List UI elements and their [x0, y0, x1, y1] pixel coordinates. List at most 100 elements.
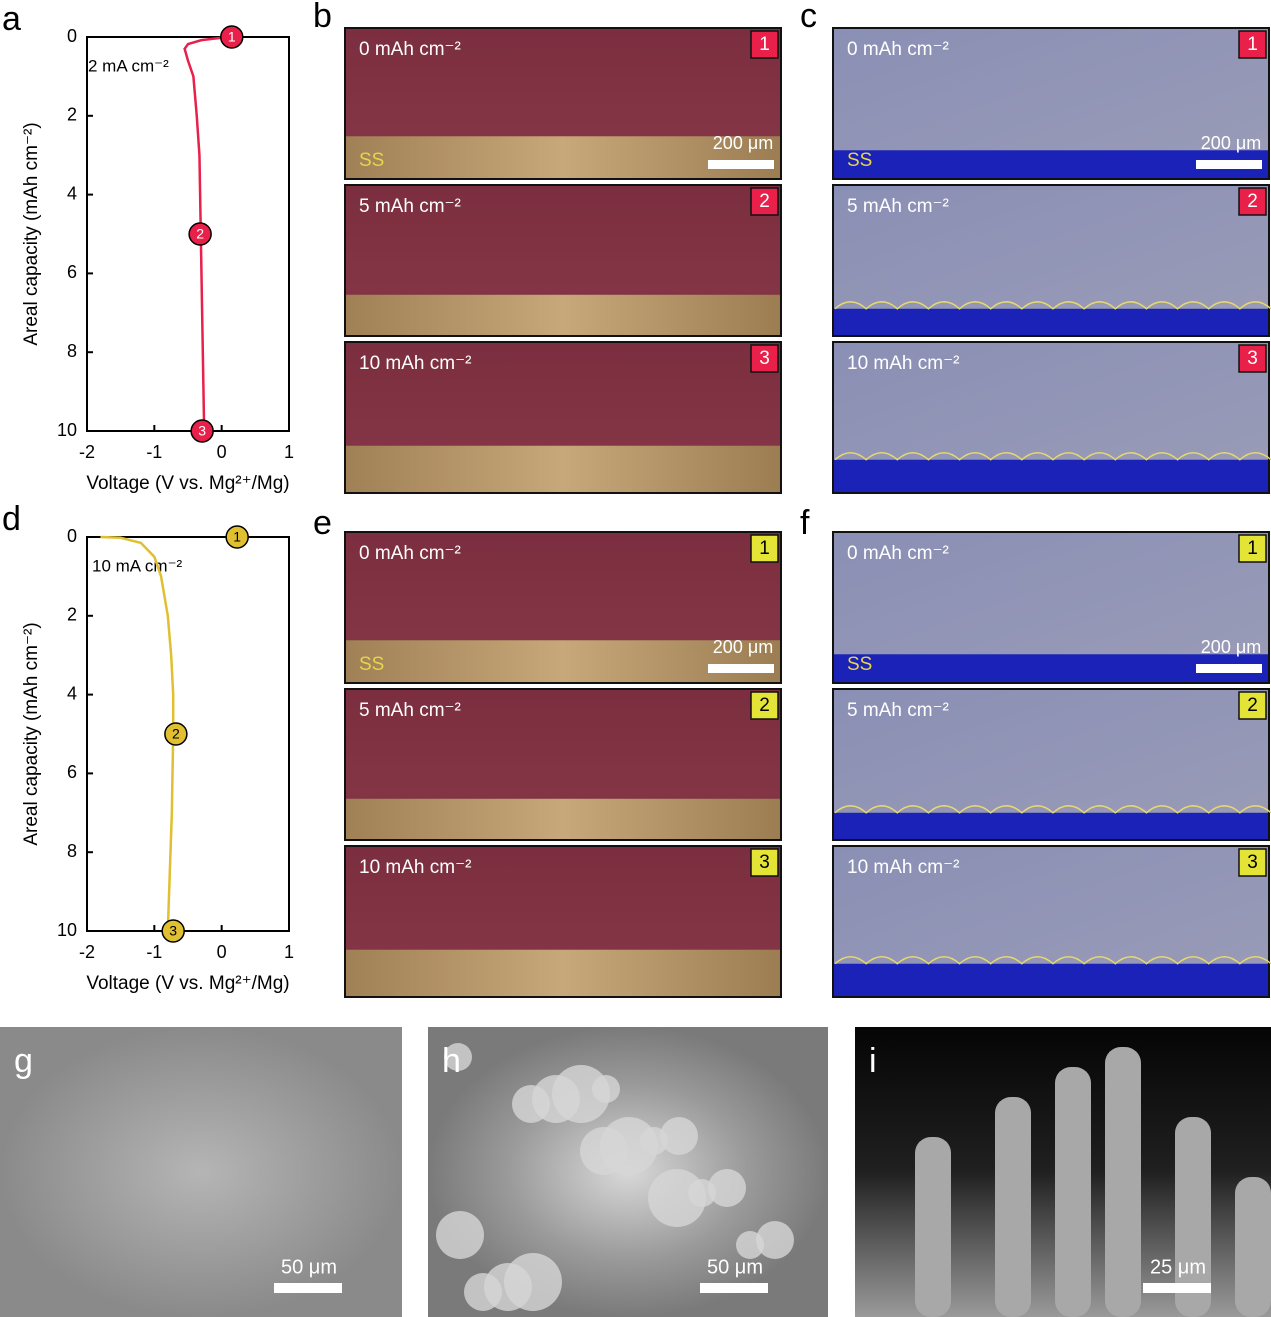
- frame-caption: 5 mAh cm⁻²: [847, 196, 949, 217]
- sem-image: [0, 1027, 402, 1317]
- frame-caption: 5 mAh cm⁻²: [847, 700, 949, 721]
- panel-label: h: [442, 1042, 461, 1080]
- scale-bar: [1143, 1283, 1211, 1293]
- state-badge: [750, 30, 779, 59]
- sem-dendrite: [915, 1137, 951, 1317]
- electrode: [346, 136, 780, 178]
- electrode: [346, 949, 780, 996]
- y-tick-label: 6: [67, 762, 77, 782]
- scale-bar-label: 200 μm: [713, 133, 773, 153]
- state-badge-label: 1: [1247, 34, 1258, 55]
- x-tick-label: 0: [217, 942, 227, 962]
- state-badge: [1238, 691, 1267, 720]
- state-badge-label: 2: [759, 695, 770, 716]
- scale-bar-label: 50 μm: [281, 1256, 337, 1278]
- panel-label: i: [869, 1042, 877, 1080]
- scale-bar-label: 25 μm: [1150, 1256, 1206, 1278]
- y-tick-label: 4: [67, 683, 77, 703]
- scale-bar: [700, 1283, 768, 1293]
- frame-caption: 5 mAh cm⁻²: [359, 700, 461, 721]
- electrode: [346, 294, 780, 335]
- panel-label: g: [14, 1042, 33, 1080]
- sem-dendrite: [1175, 1117, 1211, 1317]
- frame-caption: 0 mAh cm⁻²: [359, 543, 461, 564]
- frame-caption: 0 mAh cm⁻²: [359, 39, 461, 60]
- panel-label: b: [313, 0, 332, 35]
- y-tick-label: 0: [67, 26, 77, 46]
- state-badge-label: 1: [759, 34, 770, 55]
- y-tick-label: 10: [57, 420, 77, 440]
- y-axis-label: Areal capacity (mAh cm⁻²): [21, 122, 42, 345]
- sem-particle: [504, 1253, 562, 1311]
- scale-bar-label: 200 μm: [1201, 133, 1261, 153]
- frame-caption: 10 mAh cm⁻²: [847, 857, 959, 878]
- state-marker: [161, 919, 185, 943]
- state-marker: [220, 25, 244, 49]
- x-tick-label: -2: [79, 442, 95, 462]
- state-badge-label: 2: [759, 191, 770, 212]
- panel-label: a: [2, 0, 21, 38]
- panel-label: e: [313, 504, 332, 542]
- x-tick-label: -1: [146, 442, 162, 462]
- sem-dendrite: [1055, 1067, 1091, 1317]
- y-tick-label: 2: [67, 105, 77, 125]
- state-badge: [1238, 30, 1267, 59]
- panel-label: f: [800, 504, 810, 542]
- substrate-label: SS: [847, 654, 872, 675]
- sem-particle: [756, 1221, 794, 1259]
- y-tick-label: 4: [67, 183, 77, 203]
- x-tick-label: -1: [146, 942, 162, 962]
- electrode: [346, 640, 780, 682]
- state-badge: [750, 848, 779, 877]
- sem-dendrite: [1105, 1047, 1141, 1317]
- frame-caption: 0 mAh cm⁻²: [847, 39, 949, 60]
- state-badge: [750, 187, 779, 216]
- sem-particle: [444, 1043, 472, 1071]
- state-marker-label: 1: [228, 29, 236, 45]
- y-tick-label: 2: [67, 605, 77, 625]
- state-marker-label: 2: [172, 726, 180, 742]
- panel-label: c: [800, 0, 817, 35]
- state-badge-label: 3: [759, 348, 770, 369]
- state-marker-label: 2: [196, 226, 204, 242]
- state-badge: [1238, 534, 1267, 563]
- sem-particle: [592, 1075, 620, 1103]
- state-badge: [750, 534, 779, 563]
- state-marker: [225, 525, 249, 549]
- sem-particle: [600, 1117, 658, 1175]
- scale-bar: [1196, 160, 1262, 169]
- x-tick-label: -2: [79, 942, 95, 962]
- state-badge: [750, 691, 779, 720]
- y-tick-label: 10: [57, 920, 77, 940]
- substrate-label: SS: [359, 150, 384, 171]
- electrode: [346, 445, 780, 492]
- x-tick-label: 1: [284, 442, 294, 462]
- state-badge-label: 2: [1247, 191, 1258, 212]
- x-tick-label: 0: [217, 442, 227, 462]
- sem-particle: [436, 1211, 484, 1259]
- state-badge-label: 1: [759, 538, 770, 559]
- x-axis-label: Voltage (V vs. Mg²⁺/Mg): [86, 973, 289, 994]
- state-marker-label: 1: [233, 529, 241, 545]
- state-marker: [164, 722, 188, 746]
- state-badge-label: 3: [759, 852, 770, 873]
- annotation: 10 mA cm⁻²: [92, 556, 183, 575]
- data-line: [100, 535, 175, 932]
- y-tick-label: 8: [67, 841, 77, 861]
- deposit-front: [834, 301, 1271, 310]
- substrate-label: SS: [847, 150, 872, 171]
- state-badge-label: 3: [1247, 852, 1258, 873]
- plot-frame: [86, 536, 290, 932]
- electrode: [834, 812, 1268, 839]
- scale-bar-label: 200 μm: [1201, 637, 1261, 657]
- data-line: [183, 35, 236, 432]
- electrode: [834, 150, 1268, 178]
- sem-dendrite: [995, 1097, 1031, 1317]
- substrate-label: SS: [359, 654, 384, 675]
- state-marker: [188, 222, 212, 246]
- y-axis-label: Areal capacity (mAh cm⁻²): [21, 622, 42, 845]
- state-badge-label: 3: [1247, 348, 1258, 369]
- frame-caption: 5 mAh cm⁻²: [359, 196, 461, 217]
- electrode: [346, 798, 780, 839]
- state-marker-label: 3: [198, 423, 206, 439]
